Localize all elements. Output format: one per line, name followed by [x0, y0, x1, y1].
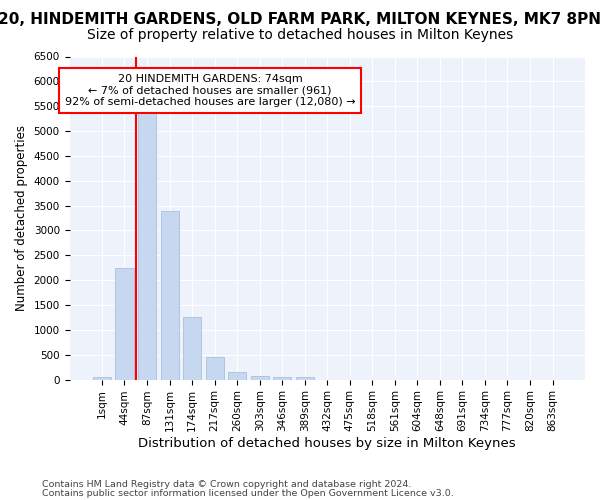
- Bar: [206, 357, 224, 380]
- Text: Size of property relative to detached houses in Milton Keynes: Size of property relative to detached ho…: [87, 28, 513, 42]
- Bar: [138, 108, 156, 380]
- Bar: [251, 376, 269, 380]
- Bar: [273, 377, 291, 380]
- Bar: [228, 372, 246, 380]
- Bar: [183, 318, 201, 380]
- Bar: [296, 377, 314, 380]
- Bar: [115, 268, 134, 380]
- Text: Contains HM Land Registry data © Crown copyright and database right 2024.: Contains HM Land Registry data © Crown c…: [42, 480, 412, 489]
- Text: 20 HINDEMITH GARDENS: 74sqm
← 7% of detached houses are smaller (961)
92% of sem: 20 HINDEMITH GARDENS: 74sqm ← 7% of deta…: [65, 74, 355, 107]
- Text: Contains public sector information licensed under the Open Government Licence v3: Contains public sector information licen…: [42, 488, 454, 498]
- Bar: [161, 210, 179, 380]
- Text: 20, HINDEMITH GARDENS, OLD FARM PARK, MILTON KEYNES, MK7 8PN: 20, HINDEMITH GARDENS, OLD FARM PARK, MI…: [0, 12, 600, 28]
- X-axis label: Distribution of detached houses by size in Milton Keynes: Distribution of detached houses by size …: [139, 437, 516, 450]
- Y-axis label: Number of detached properties: Number of detached properties: [15, 125, 28, 311]
- Bar: [93, 377, 111, 380]
